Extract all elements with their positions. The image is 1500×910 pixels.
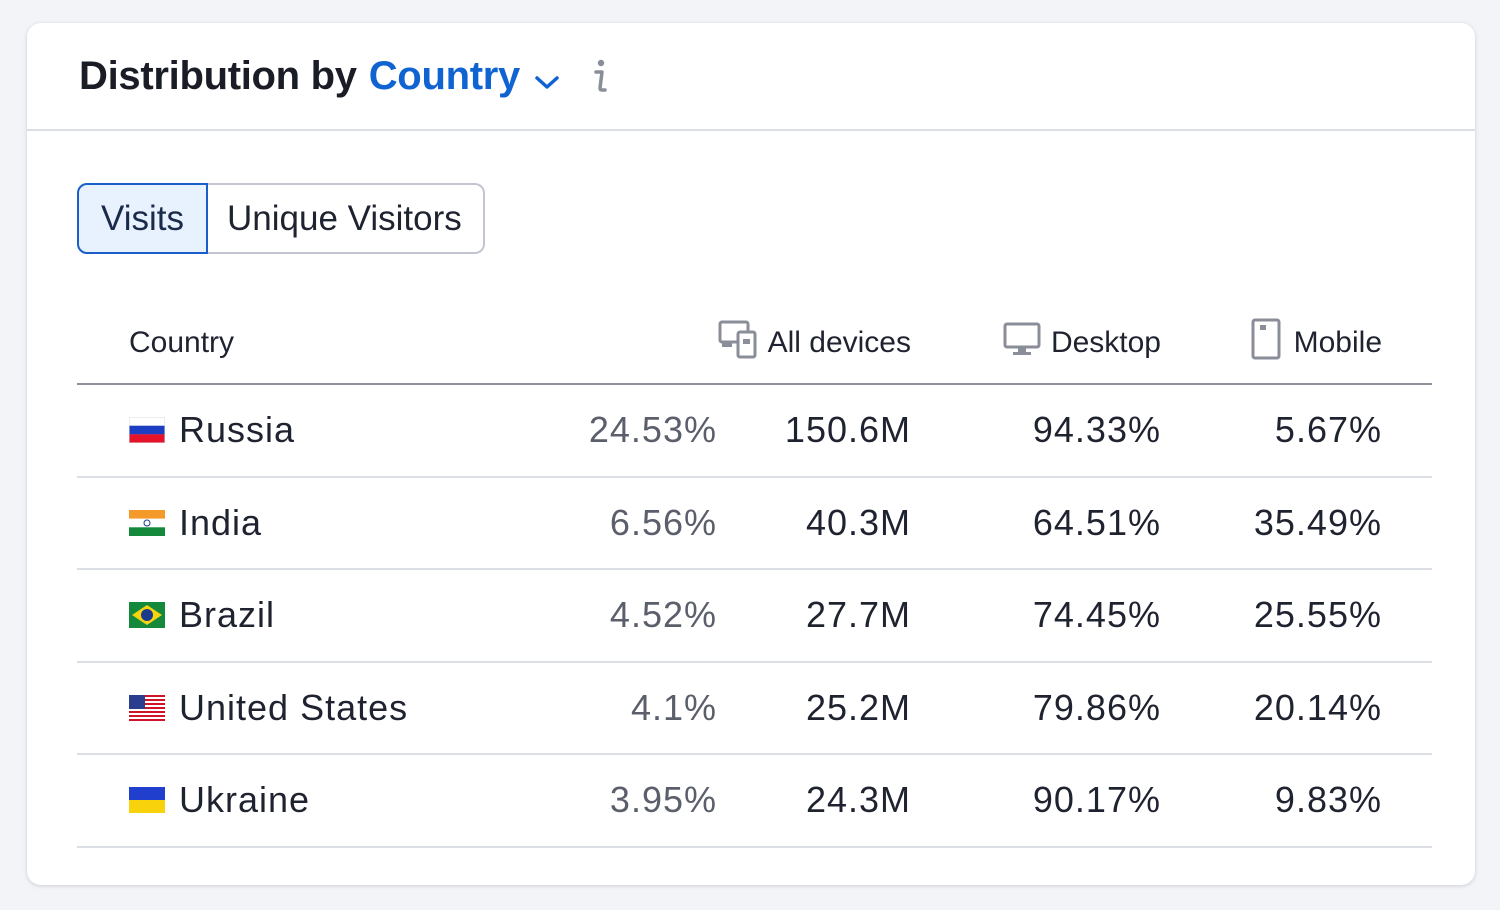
column-header-mobile[interactable]: Mobile xyxy=(1248,300,1382,385)
metric-toggle: Visits Unique Visitors xyxy=(77,183,485,254)
column-label: All devices xyxy=(767,325,911,359)
russia-flag-icon xyxy=(129,417,165,444)
info-icon[interactable] xyxy=(590,58,610,94)
card-header: Distribution by Country xyxy=(27,23,1475,131)
country-name: Ukraine xyxy=(179,779,311,821)
brazil-flag-icon xyxy=(129,602,165,629)
table-row: Brazil 4.52% 27.7M 74.45% 25.55% xyxy=(77,570,1432,663)
traffic-share: 4.1% xyxy=(630,686,717,728)
column-header-desktop[interactable]: Desktop xyxy=(1003,300,1161,385)
devices-icon xyxy=(718,319,768,367)
mobile-value: 20.14% xyxy=(1253,686,1382,728)
mobile-value: 25.55% xyxy=(1253,594,1382,636)
column-label: Mobile xyxy=(1293,325,1382,359)
country-cell[interactable]: United States xyxy=(129,663,408,754)
mobile-value: 9.83% xyxy=(1274,779,1382,821)
country-cell[interactable]: Ukraine xyxy=(129,755,310,846)
ukraine-flag-icon xyxy=(129,787,165,814)
country-cell[interactable]: India xyxy=(129,478,262,569)
desktop-value: 79.86% xyxy=(1032,686,1161,728)
column-header-country[interactable]: Country xyxy=(129,300,234,385)
country-name: Brazil xyxy=(179,594,276,636)
country-table: Country All devices xyxy=(77,300,1432,848)
mobile-value: 5.67% xyxy=(1274,409,1382,451)
traffic-share: 3.95% xyxy=(609,779,717,821)
desktop-icon xyxy=(1003,320,1051,366)
column-header-all-devices[interactable]: All devices xyxy=(718,300,911,385)
tab-visits[interactable]: Visits xyxy=(77,183,208,254)
title-prefix: Distribution by xyxy=(79,53,357,98)
table-row: Ukraine 3.95% 24.3M 90.17% 9.83% xyxy=(77,755,1432,848)
tab-unique-visitors[interactable]: Unique Visitors xyxy=(208,183,485,254)
desktop-value: 90.17% xyxy=(1032,779,1161,821)
table-row: Russia 24.53% 150.6M 94.33% 5.67% xyxy=(77,385,1432,478)
all-devices-value: 24.3M xyxy=(805,779,911,821)
usa-flag-icon xyxy=(129,694,165,721)
traffic-share: 4.52% xyxy=(609,594,717,636)
traffic-share: 24.53% xyxy=(588,409,717,451)
desktop-value: 74.45% xyxy=(1032,594,1161,636)
country-name: India xyxy=(179,501,263,543)
all-devices-value: 27.7M xyxy=(805,594,911,636)
country-name: Russia xyxy=(179,409,296,451)
table-header: Country All devices xyxy=(77,300,1432,385)
table-row: United States 4.1% 25.2M 79.86% 20.14% xyxy=(77,663,1432,755)
dimension-selector[interactable]: Country xyxy=(369,52,560,101)
all-devices-value: 25.2M xyxy=(805,686,911,728)
column-label: Desktop xyxy=(1050,325,1161,359)
country-name: United States xyxy=(179,686,409,728)
dimension-label: Country xyxy=(368,53,521,98)
widget-title: Distribution by Country xyxy=(79,52,610,101)
all-devices-value: 150.6M xyxy=(784,409,911,451)
india-flag-icon xyxy=(129,509,165,536)
mobile-icon xyxy=(1248,318,1294,368)
table-row: India 6.56% 40.3M 64.51% 35.49% xyxy=(77,478,1432,570)
column-label: Country xyxy=(129,325,235,359)
country-cell[interactable]: Brazil xyxy=(129,570,275,661)
desktop-value: 64.51% xyxy=(1032,501,1161,543)
all-devices-value: 40.3M xyxy=(805,501,911,543)
desktop-value: 94.33% xyxy=(1032,409,1161,451)
country-cell[interactable]: Russia xyxy=(129,385,295,476)
distribution-card: Distribution by Country Visits Unique Vi… xyxy=(27,23,1475,885)
chevron-down-icon xyxy=(534,56,560,101)
traffic-share: 6.56% xyxy=(609,501,717,543)
mobile-value: 35.49% xyxy=(1253,501,1382,543)
